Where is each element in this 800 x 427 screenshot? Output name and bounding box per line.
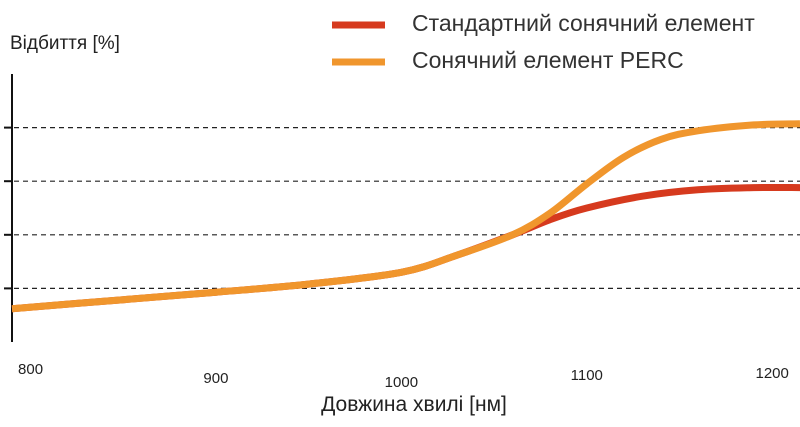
series-line-perc (11, 120, 800, 313)
x-axis-label: Довжина хвилі [нм] (321, 393, 507, 416)
x-tick-label-800: 800 (18, 361, 43, 378)
x-tick-label-1200: 1200 (756, 365, 789, 382)
x-tick-label-1100: 1100 (571, 367, 603, 384)
series-line-standard (11, 183, 800, 313)
legend-label-perc: Сонячний елемент PERC (412, 47, 684, 73)
x-tick-label-900: 900 (203, 370, 228, 387)
y-axis-label: Відбиття [%] (10, 33, 120, 54)
x-tick-label-1000: 1000 (385, 374, 418, 391)
legend-label-standard: Стандартний сонячний елемент (412, 10, 755, 36)
